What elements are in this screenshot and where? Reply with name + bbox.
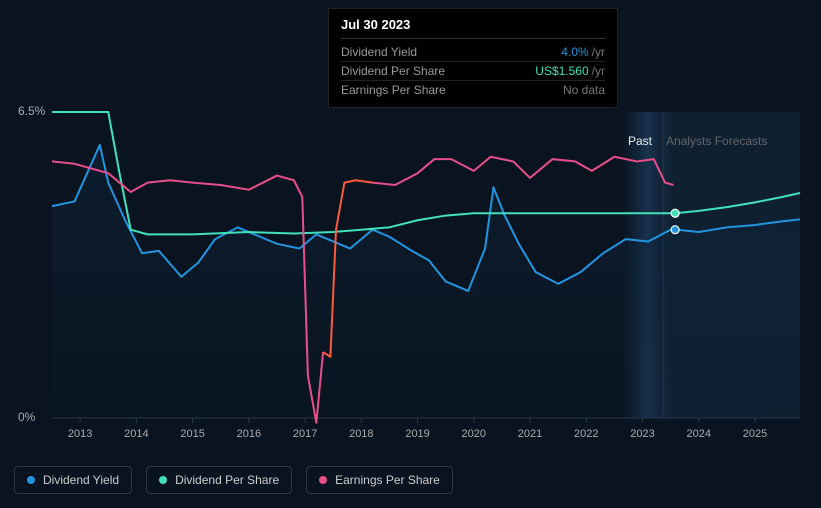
legend-dot-icon xyxy=(319,476,327,484)
x-axis-label: 2013 xyxy=(68,428,92,440)
tooltip-row-suffix: /yr xyxy=(592,64,605,78)
legend-label: Dividend Per Share xyxy=(175,473,279,487)
x-axis-label: 2015 xyxy=(180,428,204,440)
x-axis-label: 2016 xyxy=(237,428,261,440)
x-axis-label: 2014 xyxy=(124,428,148,440)
y-axis-label: 6.5% xyxy=(18,104,45,118)
x-axis-label: 2022 xyxy=(574,428,598,440)
legend-dot-icon xyxy=(159,476,167,484)
x-axis-label: 2018 xyxy=(349,428,373,440)
legend-item-dividend-per-share[interactable]: Dividend Per Share xyxy=(146,466,292,494)
chart-legend: Dividend Yield Dividend Per Share Earnings… xyxy=(14,466,453,494)
legend-dot-icon xyxy=(27,476,35,484)
x-axis-label: 2023 xyxy=(630,428,654,440)
legend-item-dividend-yield[interactable]: Dividend Yield xyxy=(14,466,132,494)
toggle-past[interactable]: Past xyxy=(628,134,652,148)
tooltip-row-label: Dividend Per Share xyxy=(341,64,445,78)
x-axis-label: 2017 xyxy=(293,428,317,440)
tooltip-row-value: 4.0% xyxy=(561,45,588,59)
tooltip-row-suffix: /yr xyxy=(592,45,605,59)
x-axis-label: 2021 xyxy=(518,428,542,440)
toggle-forecast[interactable]: Analysts Forecasts xyxy=(666,134,767,148)
legend-label: Earnings Per Share xyxy=(335,473,440,487)
tooltip-row: Earnings Per Share No data xyxy=(341,81,605,99)
tooltip-row-label: Earnings Per Share xyxy=(341,83,446,97)
x-axis-label: 2025 xyxy=(743,428,767,440)
x-axis-label: 2024 xyxy=(687,428,711,440)
x-axis-label: 2019 xyxy=(405,428,429,440)
tooltip-date: Jul 30 2023 xyxy=(341,17,605,39)
tooltip-row-label: Dividend Yield xyxy=(341,45,417,59)
range-toggle: Past Analysts Forecasts xyxy=(628,134,767,148)
x-axis-label: 2020 xyxy=(462,428,486,440)
chart-tooltip: Jul 30 2023 Dividend Yield4.0%/yrDividen… xyxy=(328,8,618,108)
legend-item-earnings-per-share[interactable]: Earnings Per Share xyxy=(306,466,453,494)
tooltip-row-value: No data xyxy=(563,83,605,97)
tooltip-row-value: US$1.560 xyxy=(535,64,588,78)
legend-label: Dividend Yield xyxy=(43,473,119,487)
tooltip-row: Dividend Yield 4.0% /yr xyxy=(341,43,605,62)
tooltip-row: Dividend Per Share US$1.560/yr xyxy=(341,62,605,81)
y-axis-label: 0% xyxy=(18,410,35,424)
